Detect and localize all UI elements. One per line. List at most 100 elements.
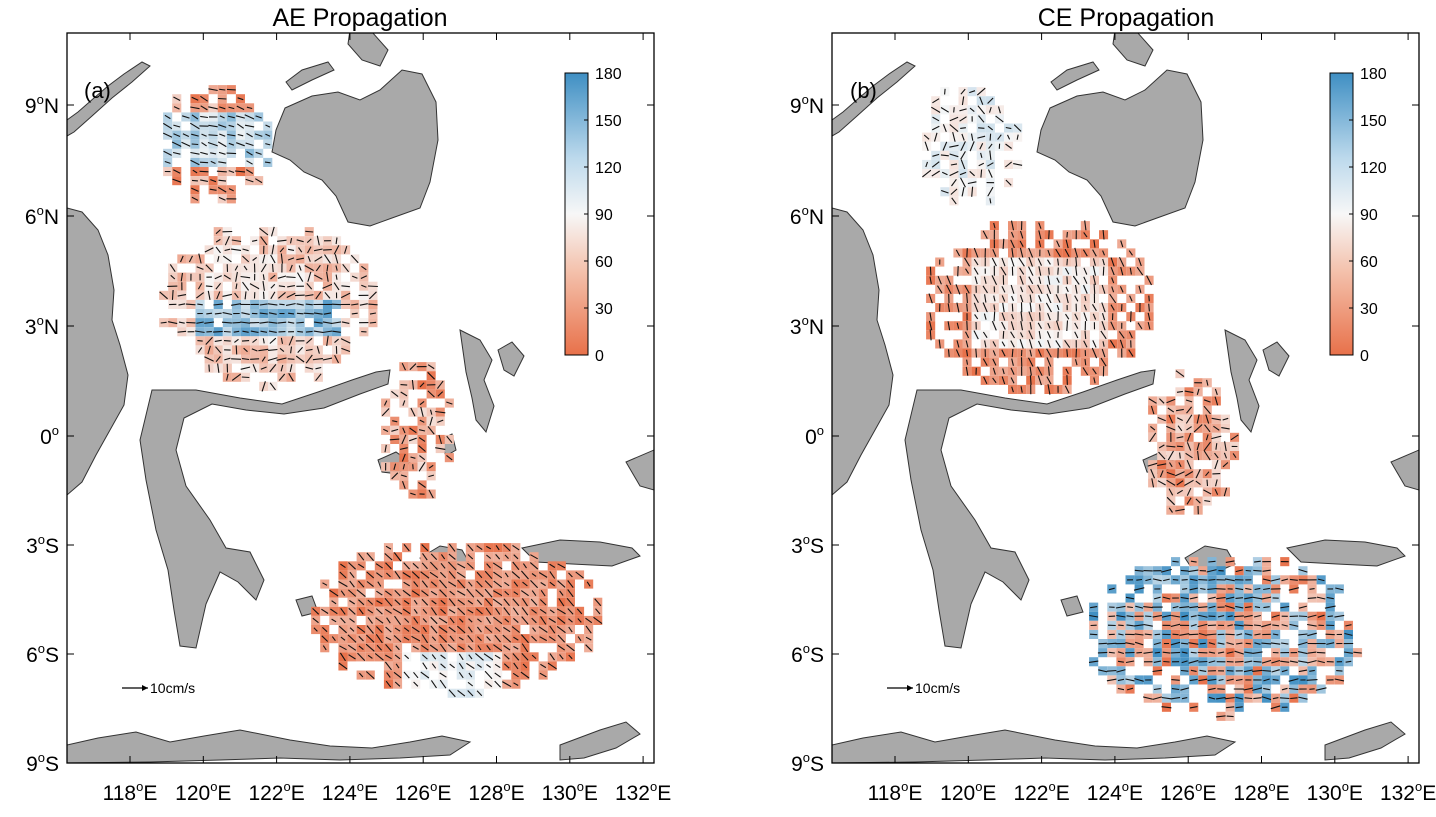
propagation-arrow [969,141,975,152]
propagation-arrow [475,652,484,661]
propagation-arrow [449,617,455,624]
propagation-arrow [385,562,392,570]
propagation-arrow [384,661,392,671]
propagation-arrow [277,321,287,324]
propagation-arrow [366,581,374,588]
propagation-arrow [531,617,537,624]
propagation-arrow [294,294,306,297]
propagation-arrow [467,626,473,633]
propagation-arrow [983,313,987,320]
propagation-arrow [265,133,271,137]
propagation-arrow [494,680,501,688]
propagation-arrow [440,608,446,615]
land-mass [139,369,391,649]
propagation-arrow [1254,560,1261,563]
propagation-arrow [983,376,988,385]
propagation-arrow [422,608,428,614]
propagation-arrow [557,580,566,588]
propagation-arrow [418,481,426,488]
propagation-arrow [1181,660,1188,664]
propagation-arrow [1288,678,1300,682]
colorbar-tick-label: 120 [1360,160,1387,177]
propagation-arrow [457,625,466,634]
propagation-arrow [1226,715,1234,718]
propagation-arrow [1019,247,1024,259]
propagation-arrow [204,356,215,362]
propagation-arrow [539,636,547,642]
propagation-arrow [1253,614,1261,618]
propagation-arrow [191,196,199,201]
propagation-arrow [494,672,501,678]
propagation-arrow [212,330,224,333]
propagation-arrow [279,247,285,253]
propagation-arrow [411,590,420,597]
propagation-arrow [394,590,401,597]
propagation-arrow [188,255,193,263]
propagation-arrow [331,321,342,325]
propagation-arrow [512,544,520,551]
propagation-arrow [307,246,312,254]
propagation-arrow [1157,416,1166,422]
propagation-arrow [313,627,318,632]
propagation-arrow [1055,320,1061,332]
propagation-arrow [997,106,1001,114]
propagation-arrow [964,257,971,267]
propagation-arrow [1098,642,1107,645]
propagation-arrow [982,230,988,239]
propagation-arrow [476,571,483,579]
propagation-arrow [476,626,482,633]
propagation-arrow [1188,659,1200,664]
propagation-arrow [1186,487,1192,496]
propagation-arrow [1298,660,1308,664]
propagation-arrow [989,133,992,141]
propagation-arrow [331,636,336,642]
propagation-arrow [201,142,207,147]
propagation-arrow [1084,330,1087,339]
propagation-arrow [1234,650,1245,655]
propagation-arrow [1281,624,1288,627]
propagation-arrow [1216,588,1226,590]
propagation-arrow [1048,230,1050,240]
propagation-arrow [1289,623,1299,627]
propagation-arrow [1066,258,1068,266]
propagation-arrow [350,254,359,264]
propagation-arrow [260,263,267,273]
propagation-arrow [1172,560,1179,563]
propagation-arrow [979,143,984,150]
propagation-arrow [249,283,260,290]
propagation-arrow [568,654,573,660]
propagation-arrow [1020,321,1024,331]
propagation-arrow [1047,312,1051,321]
land-mass [625,449,654,491]
propagation-arrow [931,170,940,177]
propagation-arrow [530,598,538,606]
propagation-arrow [1161,706,1172,709]
propagation-arrow [1216,596,1226,600]
propagation-arrow [246,132,253,138]
propagation-arrow [1160,568,1172,573]
propagation-arrow [1055,248,1061,258]
propagation-arrow [1195,480,1201,486]
propagation-arrow [1092,275,1097,286]
propagation-arrow [975,348,978,358]
propagation-arrow [1143,623,1153,627]
propagation-arrow [982,331,988,338]
propagation-arrow [1281,578,1289,582]
propagation-arrow [1118,624,1124,627]
propagation-arrow [1152,696,1162,700]
propagation-arrow [326,335,329,347]
propagation-arrow [965,340,969,348]
propagation-arrow [242,248,249,252]
propagation-arrow [403,562,411,570]
propagation-arrow [223,274,231,280]
propagation-arrow [421,654,428,660]
propagation-arrow [951,178,957,187]
propagation-arrow [191,133,199,137]
land-mass [1060,595,1084,617]
propagation-arrow [304,265,315,272]
propagation-arrow [1225,596,1235,600]
propagation-arrow [365,643,375,652]
propagation-arrow [1176,417,1183,421]
longitude-tick-label: 128oE [1233,779,1289,805]
propagation-arrow [306,238,312,244]
